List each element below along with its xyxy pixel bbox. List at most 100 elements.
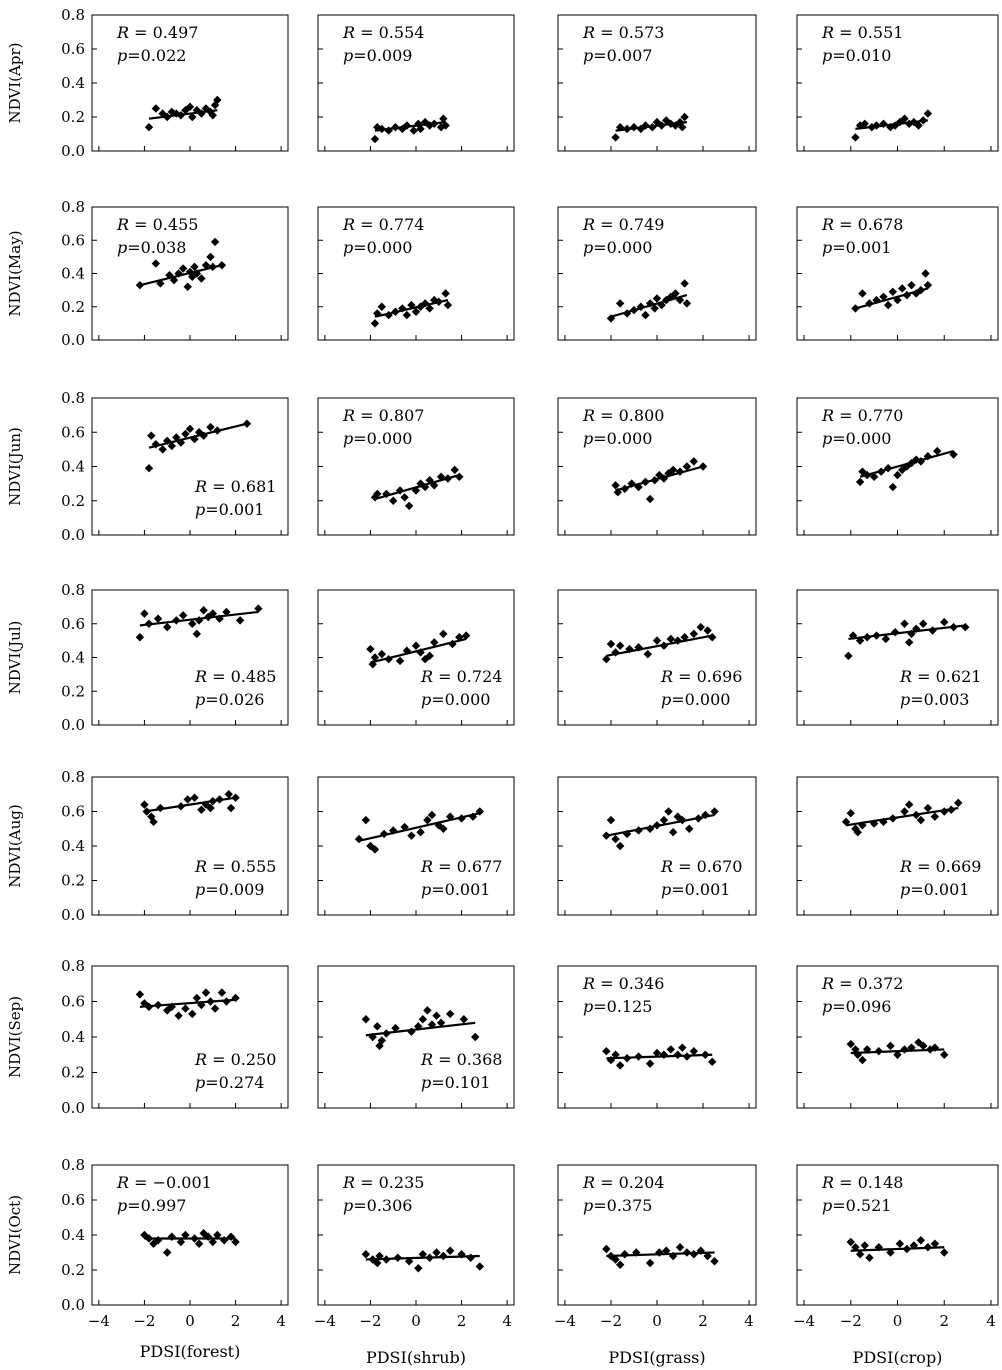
p-value-label: p=0.003 — [900, 690, 969, 709]
y-tick-label: 0.6 — [61, 231, 85, 249]
p-value-label: p=0.125 — [583, 997, 652, 1016]
data-point — [144, 464, 154, 473]
data-point — [411, 641, 421, 650]
fit-line — [139, 998, 236, 1008]
y-axis-label: NDVI(Aug) — [6, 804, 24, 887]
fit-line — [859, 450, 954, 478]
data-point — [395, 656, 405, 666]
data-point — [414, 1022, 423, 1031]
r-value-label: R = 0.678 — [821, 215, 903, 234]
y-tick-label: 0.6 — [61, 1191, 85, 1209]
p-value-label: p=0.375 — [583, 1196, 652, 1215]
x-tick-label: 0 — [185, 1312, 195, 1330]
data-point — [201, 260, 211, 270]
data-point — [851, 1243, 860, 1252]
r-value-label: R = 0.774 — [342, 215, 424, 234]
data-point — [897, 284, 907, 293]
data-point — [668, 828, 678, 837]
data-point — [213, 95, 222, 105]
data-point — [666, 292, 676, 301]
data-point — [445, 1246, 455, 1255]
data-point — [377, 1036, 387, 1045]
data-point — [904, 119, 914, 128]
data-point — [432, 1011, 441, 1020]
y-tick-label: 0.0 — [61, 1099, 85, 1117]
r-value-label: R = 0.551 — [821, 23, 903, 42]
data-point — [443, 300, 453, 310]
p-value-label: p=0.101 — [421, 1073, 490, 1092]
data-point — [678, 123, 687, 132]
data-point — [194, 1239, 204, 1248]
r-value-label: R = 0.770 — [821, 406, 903, 425]
data-point — [181, 1004, 190, 1013]
data-point — [445, 812, 455, 821]
data-point — [645, 1059, 655, 1068]
data-point — [675, 467, 685, 476]
fit-line — [855, 287, 929, 310]
data-point — [666, 634, 676, 644]
data-point — [434, 821, 443, 830]
y-tick-label: 0.2 — [61, 108, 85, 126]
data-point — [163, 436, 172, 446]
p-value-label: p=0.009 — [343, 46, 412, 65]
data-point — [710, 1257, 719, 1266]
data-point — [361, 815, 371, 825]
r-value-label: R = 0.235 — [342, 1173, 424, 1192]
fit-line — [606, 1251, 715, 1258]
data-point — [954, 798, 963, 808]
data-point — [673, 1050, 682, 1059]
data-point — [666, 1045, 676, 1054]
data-point — [407, 831, 416, 840]
fit-line — [850, 1048, 945, 1055]
data-point — [851, 133, 860, 142]
fit-line — [139, 264, 223, 287]
data-point — [445, 1009, 455, 1019]
y-tick-label: 0.8 — [61, 957, 85, 975]
p-value-label: p=0.038 — [117, 238, 186, 257]
data-point — [188, 1009, 197, 1019]
y-tick-label: 0.2 — [61, 1064, 85, 1082]
data-point — [900, 807, 909, 816]
data-point — [940, 617, 949, 627]
y-tick-label: 0.4 — [61, 74, 85, 92]
data-point — [391, 1023, 400, 1033]
y-tick-label: 0.2 — [61, 492, 85, 510]
data-point — [615, 641, 625, 650]
data-point — [224, 790, 233, 799]
data-point — [135, 633, 145, 642]
y-tick-label: 0.8 — [61, 1156, 85, 1174]
y-tick-label: 0.0 — [61, 526, 85, 544]
data-point — [151, 104, 161, 113]
data-point — [373, 1022, 382, 1031]
data-point — [888, 482, 898, 492]
x-tick-label: −4 — [314, 1312, 336, 1330]
p-value-label: p=0.000 — [822, 429, 891, 448]
y-tick-label: 0.6 — [61, 40, 85, 58]
data-point — [377, 302, 387, 311]
data-point — [167, 107, 176, 117]
x-tick-label: −4 — [554, 1312, 576, 1330]
data-point — [226, 803, 236, 813]
r-value-label: R = 0.749 — [582, 215, 664, 234]
r-value-label: R = 0.554 — [342, 23, 424, 42]
data-point — [151, 259, 161, 268]
x-tick-label: −4 — [793, 1312, 815, 1330]
p-value-label: p=0.007 — [583, 46, 652, 65]
p-value-label: p=0.000 — [583, 238, 652, 257]
data-point — [923, 280, 933, 290]
x-tick-label: 0 — [411, 1312, 421, 1330]
data-point — [682, 299, 692, 308]
fit-line — [144, 796, 236, 813]
data-point — [682, 462, 692, 471]
data-point — [418, 1250, 428, 1259]
data-point — [439, 114, 448, 123]
data-point — [890, 121, 900, 130]
data-point — [226, 1232, 236, 1241]
r-value-label: R = 0.681 — [194, 477, 276, 496]
data-point — [176, 1237, 186, 1247]
data-point — [611, 834, 620, 844]
data-point — [664, 807, 673, 816]
fit-line — [148, 422, 248, 449]
data-point — [611, 481, 620, 490]
data-point — [652, 294, 662, 303]
